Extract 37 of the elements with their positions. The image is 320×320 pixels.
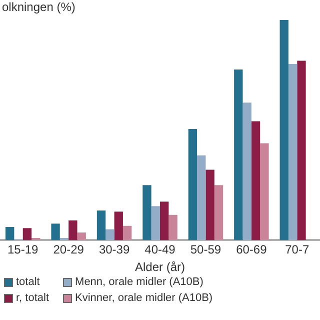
- bar: [168, 214, 178, 240]
- legend-label: Kvinner, orale midler (A10B): [75, 292, 213, 304]
- bar: [251, 121, 260, 240]
- bar: [280, 20, 288, 240]
- legend-label: Menn, orale midler (A10B): [75, 276, 204, 288]
- x-tick-label: 50-59: [190, 242, 222, 257]
- bar: [288, 64, 298, 240]
- x-tick-label: 60-69: [236, 242, 268, 257]
- bar: [122, 226, 132, 240]
- bar: [297, 60, 306, 240]
- bar: [160, 202, 169, 240]
- bar: [114, 212, 123, 240]
- bar: [214, 185, 224, 240]
- legend-label: totalt: [16, 276, 40, 288]
- bar: [51, 224, 60, 240]
- bar: [142, 185, 152, 240]
- x-tick-label: 20-29: [53, 242, 84, 257]
- bar: [106, 229, 114, 240]
- x-tick-label: 40-49: [144, 242, 176, 257]
- bar: [260, 143, 269, 240]
- bar: [68, 220, 78, 240]
- bar: [77, 232, 86, 240]
- bar: [197, 155, 206, 240]
- bar: [5, 226, 14, 240]
- legend-label: r, totalt: [16, 292, 50, 304]
- x-tick-label: 70-7: [285, 242, 310, 257]
- x-tick-label: 15-19: [8, 242, 39, 257]
- bar: [206, 170, 214, 240]
- bar: [151, 206, 160, 240]
- y-axis-title: olkningen (%): [2, 0, 76, 14]
- x-axis-title: Alder (år): [134, 260, 186, 274]
- bar: [242, 102, 252, 240]
- x-tick-label: 30-39: [98, 242, 130, 257]
- bar: [96, 210, 106, 240]
- bar: [234, 70, 243, 240]
- bar: [188, 129, 198, 240]
- bar: [22, 228, 32, 240]
